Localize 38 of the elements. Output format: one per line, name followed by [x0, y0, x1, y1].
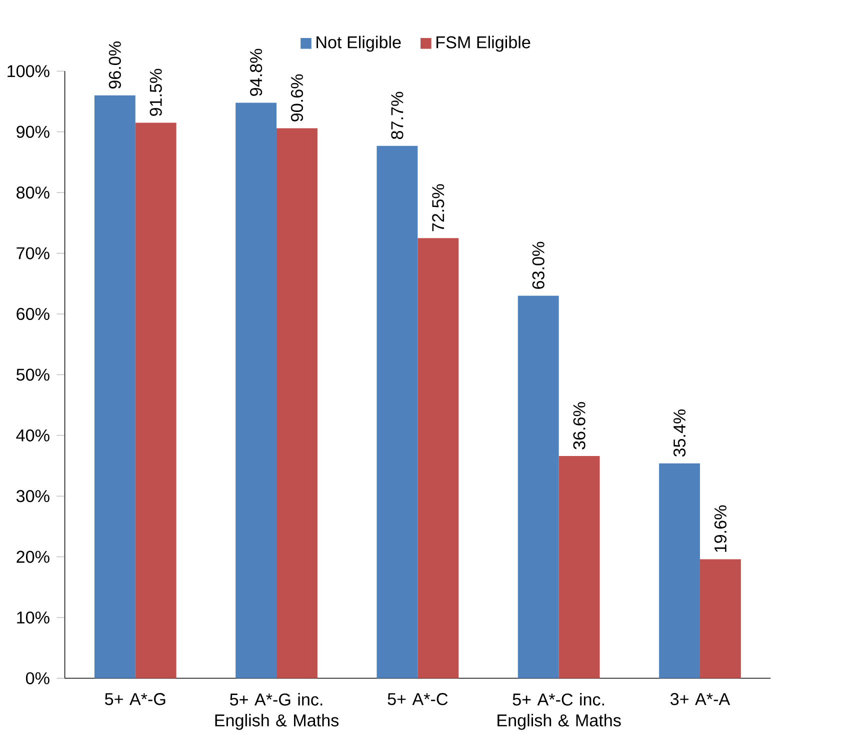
data-label: 19.6%: [714, 506, 727, 552]
bar: [558, 456, 600, 678]
bar: [418, 238, 459, 678]
data-label: 90.6%: [290, 74, 304, 122]
y-tick-label: 90%: [16, 126, 50, 138]
data-label: 87.7%: [391, 92, 404, 140]
legend-label: FSM Eligible: [436, 36, 530, 52]
data-label: 91.5%: [150, 69, 162, 116]
data-label: 96.0%: [108, 42, 121, 89]
bar: [659, 464, 700, 678]
data-label: 63.0%: [532, 242, 544, 290]
bar: [276, 128, 318, 678]
y-tick-label: 10%: [17, 612, 50, 624]
y-tick-label: 100%: [8, 65, 50, 78]
legend-label: Not Eligible: [316, 36, 401, 52]
bar: [700, 559, 741, 678]
data-label: 94.8%: [250, 49, 262, 96]
y-tick-label: 0%: [26, 672, 50, 685]
data-label: 36.6%: [573, 402, 586, 450]
y-tick-label: 30%: [16, 490, 50, 502]
y-tick-label: 20%: [16, 550, 50, 564]
x-tick-label: 5+ A*-C: [388, 693, 448, 706]
x-tick-label: 5+ A*-C inc. English & Maths: [498, 693, 621, 730]
data-label: 72.5%: [432, 184, 444, 232]
data-label: 35.4%: [673, 410, 686, 457]
x-tick-label: 5+ A*-G inc. English & Maths: [215, 693, 339, 730]
bar: [94, 96, 136, 678]
y-tick-label: 50%: [16, 368, 50, 381]
x-tick-label: 3+ A*-A: [670, 693, 730, 706]
y-tick-label: 80%: [16, 186, 50, 199]
y-tick-label: 60%: [16, 308, 50, 320]
x-tick-label: 5+ A*-G: [104, 693, 166, 706]
y-tick-label: 40%: [16, 430, 50, 442]
bar: [135, 122, 176, 678]
bar: [518, 296, 559, 678]
bar: [236, 102, 277, 678]
y-tick-label: 70%: [16, 247, 50, 260]
bar: [376, 146, 418, 678]
